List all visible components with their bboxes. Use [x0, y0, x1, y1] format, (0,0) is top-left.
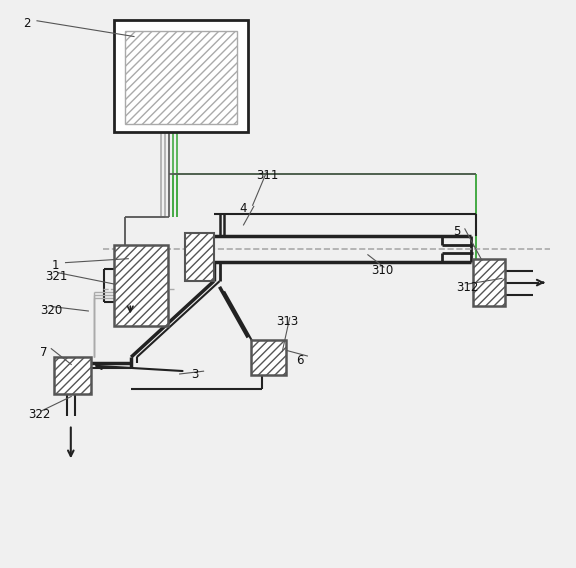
Bar — [114, 245, 168, 326]
Bar — [251, 340, 286, 375]
Text: 311: 311 — [257, 169, 279, 182]
Text: 5: 5 — [453, 225, 461, 238]
Bar — [114, 20, 248, 132]
Text: 4: 4 — [240, 202, 247, 215]
Bar — [126, 31, 237, 124]
Text: 2: 2 — [22, 17, 31, 30]
Text: 310: 310 — [371, 264, 393, 277]
Text: 322: 322 — [28, 408, 51, 421]
Text: 312: 312 — [456, 281, 479, 294]
Bar — [473, 258, 505, 307]
Text: 1: 1 — [51, 258, 59, 272]
Bar — [54, 357, 91, 394]
Bar — [126, 31, 237, 124]
Bar — [185, 233, 214, 281]
Bar — [114, 245, 168, 326]
Text: 6: 6 — [297, 354, 304, 367]
Text: 313: 313 — [276, 315, 299, 328]
Bar — [473, 258, 505, 307]
Text: 3: 3 — [191, 369, 198, 381]
Bar — [185, 233, 214, 281]
Bar — [251, 340, 286, 375]
Text: 321: 321 — [46, 270, 68, 283]
Text: 7: 7 — [40, 346, 47, 359]
Text: 320: 320 — [40, 304, 62, 317]
Bar — [54, 357, 91, 394]
